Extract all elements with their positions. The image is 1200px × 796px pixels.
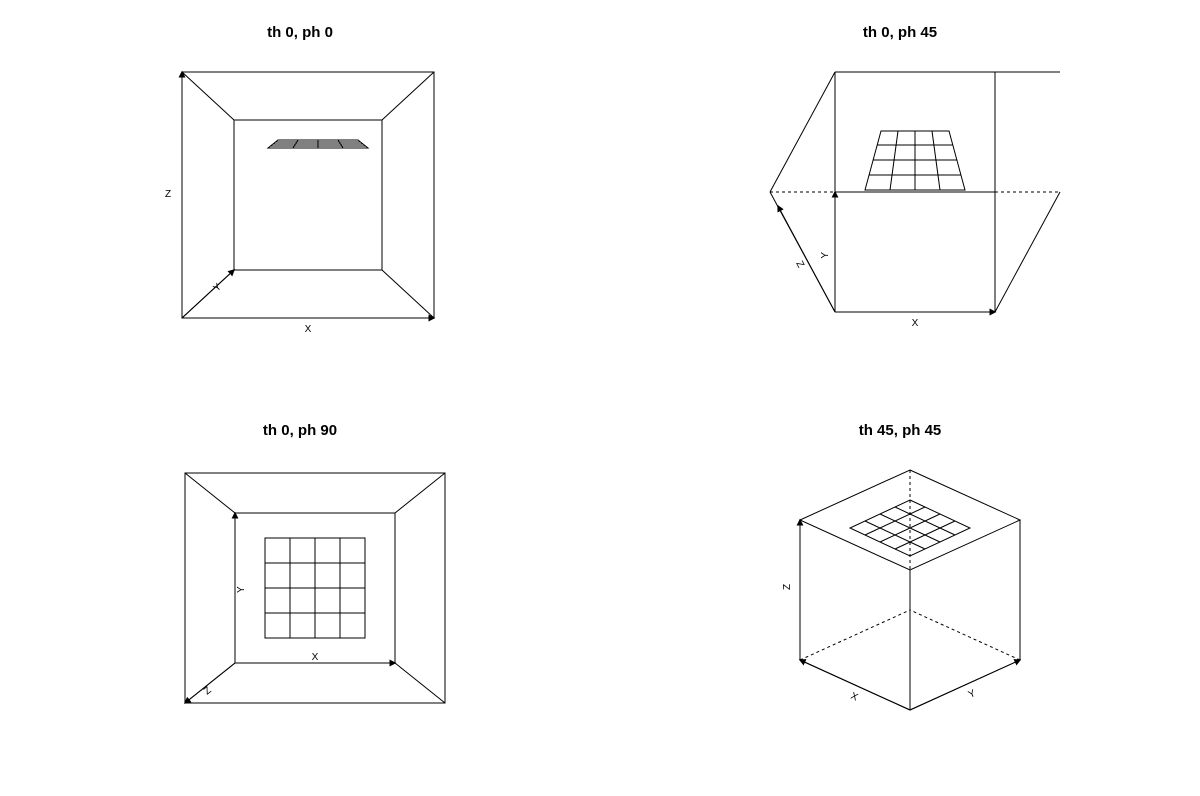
panel-svg: X Y Z xyxy=(0,398,600,796)
z-axis-label: Z xyxy=(782,584,793,590)
cube-wireframe xyxy=(800,470,1020,710)
z-axis-label: Z xyxy=(202,685,214,697)
x-axis-label: X xyxy=(305,324,312,335)
cube-edge xyxy=(185,473,235,513)
z-axis-label: Z xyxy=(793,259,806,270)
x-axis-label: X xyxy=(312,652,319,663)
grid-4x4 xyxy=(265,538,365,638)
y-axis-label: Y xyxy=(212,281,225,294)
panel-svg: X Z Y xyxy=(0,0,600,398)
y-axis-label: Y xyxy=(236,586,247,593)
cube-wireframe xyxy=(770,72,1060,312)
panel-th0-ph0: th 0, ph 0 xyxy=(0,0,600,398)
panel-svg: X Y Z xyxy=(600,398,1200,796)
cube-edge xyxy=(382,270,434,318)
cube-edge xyxy=(382,72,434,120)
z-axis xyxy=(185,663,235,703)
y-axis xyxy=(910,660,1020,710)
cube-front-face xyxy=(182,72,434,318)
y-axis xyxy=(182,270,234,318)
grid-4x4 xyxy=(865,131,965,190)
y-axis-label: Y xyxy=(967,688,978,701)
cube-edge xyxy=(395,663,445,703)
cube-edge xyxy=(395,473,445,513)
figure-page: th 0, ph 0 xyxy=(0,0,1200,796)
grid-4x4 xyxy=(268,140,368,148)
cube-edge xyxy=(182,72,234,120)
x-axis-label: X xyxy=(912,318,919,329)
z-axis-label: Z xyxy=(165,189,171,200)
panel-th45-ph45: th 45, ph 45 xyxy=(600,398,1200,796)
panel-th0-ph45: th 0, ph 45 xyxy=(600,0,1200,398)
x-axis-label: X xyxy=(849,691,860,704)
panel-th0-ph90: th 0, ph 90 xyxy=(0,398,600,796)
y-axis-label: Y xyxy=(820,252,831,259)
panel-svg: X Y Z xyxy=(600,0,1200,398)
